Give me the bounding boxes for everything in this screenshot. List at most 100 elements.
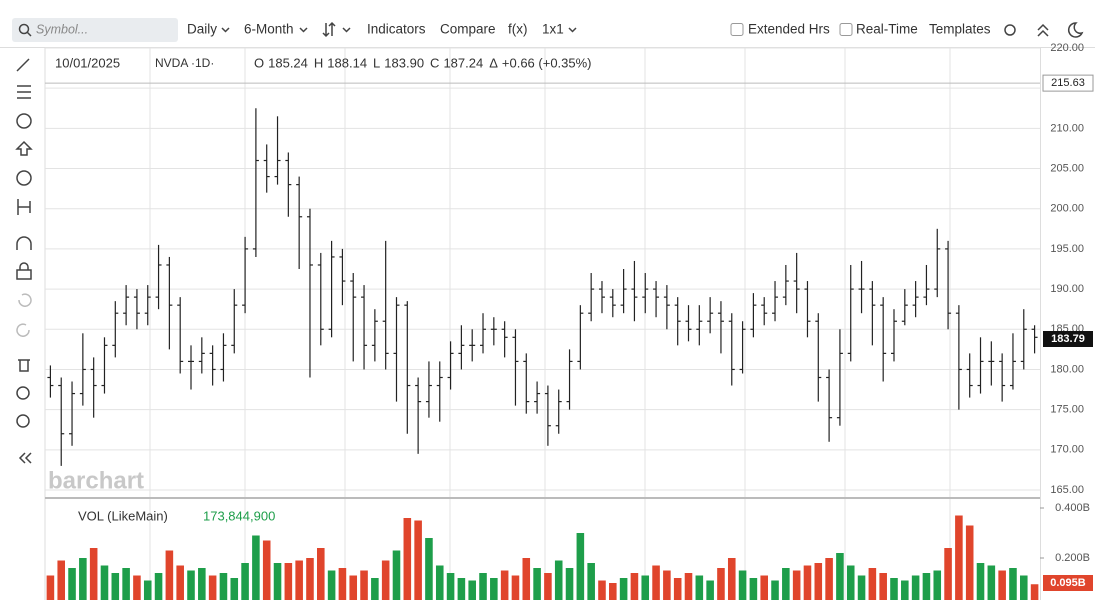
volume-bar <box>371 578 379 600</box>
volume-bar <box>392 550 401 600</box>
volume-bar <box>565 568 574 600</box>
tool-icon[interactable] <box>16 113 32 129</box>
toolbar-item[interactable]: 1x1 <box>542 22 564 37</box>
redo-icon[interactable] <box>16 323 30 337</box>
volume-bar <box>868 568 877 600</box>
volume-bar <box>933 570 942 600</box>
collapse-sidebar[interactable] <box>18 452 32 464</box>
volume-bar <box>706 580 714 600</box>
toggle-label[interactable]: Extended Hrs <box>748 22 830 37</box>
volume-bar <box>89 548 98 600</box>
tool-icon[interactable] <box>17 85 31 99</box>
volume-bar <box>468 580 476 600</box>
y-tick-label: 195.00 <box>1050 243 1084 255</box>
volume-bar <box>327 570 336 600</box>
zoom-in-icon[interactable] <box>16 386 30 400</box>
checkbox[interactable] <box>730 23 744 36</box>
info-key: H <box>314 55 323 70</box>
last-price-box <box>1043 330 1093 347</box>
volume-bar <box>652 565 660 600</box>
last-volume-label: 0.095B <box>1050 577 1086 589</box>
sort-icon[interactable] <box>322 21 336 38</box>
info-symbol: NVDA ·1D· <box>155 56 214 70</box>
volume-bar <box>760 575 768 600</box>
volume-bar <box>576 533 585 600</box>
volume-bar <box>998 570 1006 600</box>
volume-bar <box>554 560 563 600</box>
volume-bar <box>663 570 671 600</box>
undo-icon[interactable] <box>18 293 32 307</box>
checkbox[interactable] <box>839 23 853 36</box>
volume-bar <box>511 575 520 600</box>
collapse-icon[interactable] <box>1037 23 1049 37</box>
volume-bar <box>911 575 920 600</box>
volume-bar <box>803 565 812 600</box>
y-tick-label: 200.00 <box>1050 203 1084 215</box>
volume-bar <box>857 575 866 600</box>
volume-bar <box>143 580 152 600</box>
volume-bar <box>1009 568 1017 600</box>
lock-icon[interactable] <box>16 262 32 280</box>
info-value: 187.24 <box>443 55 483 70</box>
y-tick-label: 175.00 <box>1050 404 1084 416</box>
templates[interactable]: Templates <box>929 22 991 37</box>
info-key: O <box>254 55 264 70</box>
volume-bar <box>165 550 174 600</box>
toolbar-item[interactable]: Compare <box>440 22 496 37</box>
settings-icon[interactable] <box>1004 24 1016 36</box>
info-value: +0.66 (+0.35%) <box>502 55 592 70</box>
volume-last: 173,844,900 <box>203 508 275 523</box>
info-value: 188.14 <box>327 55 367 70</box>
volume-bar <box>782 568 790 600</box>
volume-bar <box>727 558 736 600</box>
volume-bar <box>901 580 909 600</box>
search-icon <box>18 23 30 35</box>
volume-bar <box>587 563 595 600</box>
volume-bar <box>230 578 239 600</box>
volume-bar <box>100 565 109 600</box>
tool-icon[interactable] <box>16 58 30 72</box>
theme-icon[interactable] <box>1067 22 1084 38</box>
y-tick-label: 205.00 <box>1050 162 1084 174</box>
toolbar-item[interactable]: f(x) <box>508 22 528 37</box>
volume-legend: VOL (LikeMain) <box>78 508 168 523</box>
volume-bar <box>749 578 758 600</box>
volume-bar <box>684 573 693 600</box>
trash-icon[interactable] <box>18 359 30 372</box>
volume-bar <box>133 575 141 600</box>
symbol-box[interactable] <box>12 18 178 42</box>
toggle-label[interactable]: Real-Time <box>856 22 918 37</box>
toolbar-item[interactable]: Daily <box>187 22 217 37</box>
chevron <box>342 27 351 33</box>
volume-bar <box>1019 575 1028 600</box>
magnet-icon[interactable] <box>16 236 32 250</box>
y-tick-label: 0.400B <box>1055 502 1090 514</box>
tool-icon[interactable] <box>15 140 33 156</box>
volume-bar <box>187 570 195 600</box>
zoom-out-icon[interactable] <box>16 414 30 428</box>
toolbar-item[interactable]: 6-Month <box>244 22 294 37</box>
chevron <box>568 27 577 33</box>
info-date: 10/01/2025 <box>55 55 120 70</box>
volume-bar <box>792 570 801 600</box>
toolbar-item[interactable]: Indicators <box>367 22 426 37</box>
info-key: C <box>430 55 439 70</box>
tool-icon[interactable] <box>17 199 31 215</box>
volume-bar <box>879 573 887 600</box>
volume-bar <box>673 578 682 600</box>
volume-bar <box>955 515 963 600</box>
volume-bar <box>295 560 303 600</box>
volume-bar <box>46 575 55 600</box>
volume-bar <box>219 573 228 600</box>
volume-bar <box>68 568 76 600</box>
crosshair-box <box>1042 74 1094 92</box>
volume-bar <box>381 560 390 600</box>
tool-icon[interactable] <box>16 170 32 186</box>
volume-bar <box>500 570 509 600</box>
volume-bar <box>198 568 206 600</box>
y-tick-label: 180.00 <box>1050 363 1084 375</box>
volume-bar <box>241 563 249 600</box>
volume-bar <box>490 578 498 600</box>
volume-bar <box>522 558 531 600</box>
